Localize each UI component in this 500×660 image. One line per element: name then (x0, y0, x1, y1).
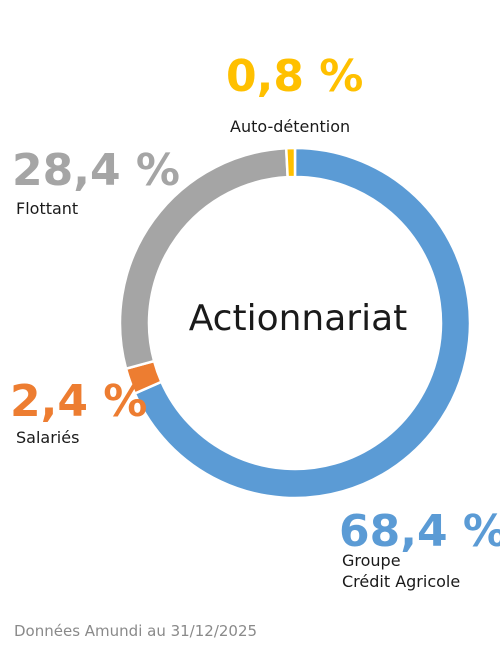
pct-label-salaries: 2,4 % (10, 376, 147, 427)
pct-label-groupe-credit-agricole: 68,4 % (339, 506, 500, 557)
donut-slices (118, 146, 472, 500)
pct-label-auto-detention: 0,8 % (226, 51, 363, 102)
slice-groupe-credit-agricole (133, 146, 472, 500)
pct-label-flottant: 28,4 % (12, 145, 180, 196)
slice-auto-detention (284, 146, 297, 179)
segment-label-groupe-line1: Groupe (342, 551, 401, 570)
data-source-note: Données Amundi au 31/12/2025 (14, 622, 258, 640)
chart-title: Actionnariat (189, 298, 408, 339)
segment-label-flottant: Flottant (16, 199, 78, 218)
segment-label-salaries: Salariés (16, 428, 79, 447)
segment-label-groupe-line2: Crédit Agricole (342, 572, 460, 591)
segment-label-auto-detention: Auto-détention (230, 117, 350, 136)
